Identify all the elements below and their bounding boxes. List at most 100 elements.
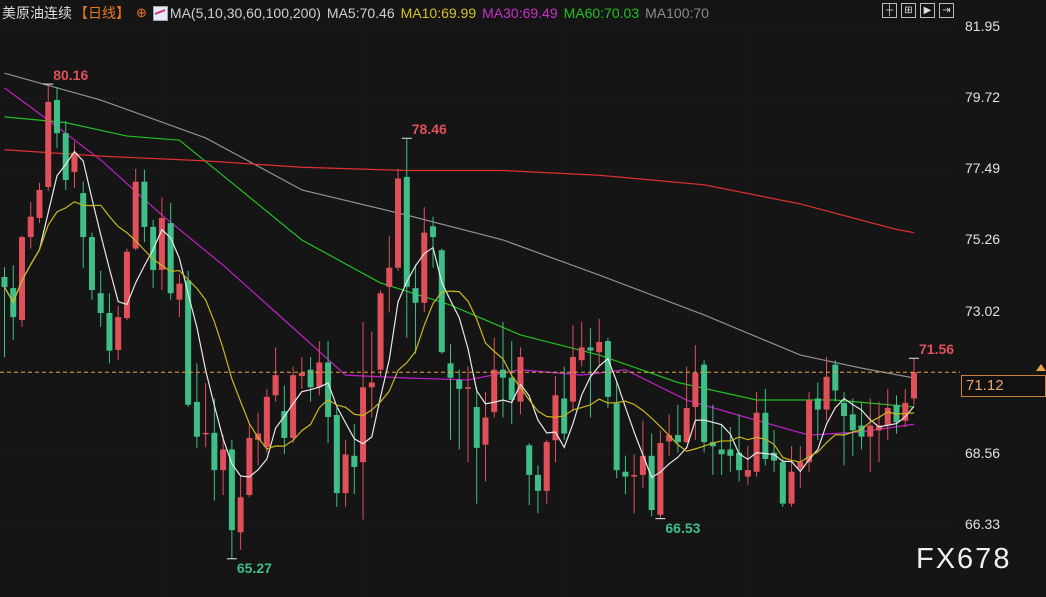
candle-body [1, 276, 8, 288]
candle-up [342, 439, 349, 507]
period-selector[interactable]: 【日线】 [74, 5, 130, 21]
candle-up [464, 366, 471, 463]
candle-down [561, 366, 568, 440]
ma-value-ma30: MA30:69.49 [482, 5, 558, 21]
candle-up [421, 207, 428, 313]
candle-body [167, 223, 174, 294]
watermark-logo: FX678 [916, 543, 1012, 575]
candle-body [36, 189, 43, 218]
candle-down [622, 455, 629, 495]
ma-line-ma100 [4, 72, 915, 379]
candle-body [779, 462, 786, 504]
candle-body [368, 382, 375, 388]
exit-fullscreen-icon[interactable]: ⇥ [939, 3, 954, 18]
candle-down [351, 423, 358, 495]
candle-body [771, 452, 778, 461]
y-tick-label: 81.95 [965, 18, 1001, 34]
candle-body [342, 454, 349, 494]
ma-line-ma10 [3, 201, 915, 463]
candle-body [727, 449, 734, 456]
candle-body [814, 398, 821, 410]
high-annotation: 71.56 [919, 341, 955, 358]
candle-up [884, 388, 891, 440]
candle-body [403, 176, 410, 287]
last-price-label: 71.12 [961, 375, 1046, 397]
candle-body [867, 425, 874, 437]
candle-body [849, 414, 856, 431]
candle-body [325, 362, 332, 417]
candle-up [220, 435, 227, 496]
zoom-in-range-icon[interactable]: ⊞ [901, 3, 916, 18]
candle-down [473, 387, 480, 504]
ma-value-ma10: MA10:69.99 [400, 5, 477, 21]
candle-up [683, 366, 690, 444]
candle-body [622, 471, 629, 477]
candle-up [158, 197, 165, 291]
candle-down [430, 216, 437, 268]
candle-down [526, 443, 533, 506]
instrument-title[interactable]: 美原油连续 [2, 5, 72, 21]
candle-body [62, 133, 69, 181]
candle-body [202, 432, 209, 435]
candle-body [246, 437, 253, 496]
candle-up [71, 141, 78, 189]
candle-body [736, 452, 743, 471]
candle-body [832, 364, 839, 391]
candle-down [674, 404, 681, 453]
candle-up [246, 422, 253, 498]
candle-down [62, 121, 69, 190]
candle-up [657, 430, 664, 519]
y-tick-label: 79.72 [965, 89, 1001, 106]
candle-body [596, 341, 603, 353]
candle-up [552, 376, 559, 463]
candle-down [709, 404, 716, 475]
candle-body [884, 407, 891, 426]
ma-params[interactable]: MA(5,10,30,60,100,200) [169, 5, 321, 21]
low-annotation: 65.27 [236, 559, 272, 576]
candle-body [464, 387, 471, 389]
candle-body [123, 251, 130, 319]
candle-up [377, 290, 384, 377]
ma-value-ma5: MA5:70.46 [326, 5, 395, 21]
candle-down [106, 293, 113, 364]
candle-body [158, 217, 165, 270]
candle-up [911, 358, 917, 405]
circle-plus-icon[interactable]: ⊕ [136, 5, 147, 20]
candle-body [578, 347, 585, 361]
candle-body [421, 232, 428, 303]
candle-up [45, 84, 52, 192]
candle-body [447, 363, 454, 378]
candle-body [211, 432, 218, 471]
zoom-play-icon[interactable]: ▶ [920, 3, 935, 18]
scroll-to-latest-icon[interactable] [1036, 364, 1046, 371]
candle-body [88, 237, 95, 291]
candle-body [692, 372, 699, 408]
candle-up [788, 446, 795, 507]
candle-down [779, 459, 786, 507]
crosshair-icon[interactable]: ┼ [882, 3, 897, 18]
candle-body [482, 417, 489, 445]
indicator-chart-icon[interactable] [152, 5, 168, 21]
y-tick-label: 75.26 [965, 231, 1001, 248]
candle-up [298, 356, 305, 389]
candle-body [316, 362, 323, 388]
candle-body [438, 250, 445, 353]
candle-body [430, 226, 437, 238]
y-tick-label: 73.02 [965, 302, 1001, 319]
candle-up [132, 168, 139, 251]
candle-body [806, 400, 813, 463]
ma-value-ma100: MA100:70 [645, 5, 709, 21]
candle-body [666, 435, 673, 442]
candle-down [80, 181, 87, 268]
candle-down [193, 363, 200, 449]
grid [0, 25, 955, 597]
candle-up [867, 398, 874, 472]
candle-body [683, 407, 690, 443]
candle-up [263, 388, 270, 453]
candle-body [307, 369, 314, 388]
candle-up [692, 345, 699, 440]
candle-up [316, 341, 323, 396]
candle-body [412, 288, 419, 303]
